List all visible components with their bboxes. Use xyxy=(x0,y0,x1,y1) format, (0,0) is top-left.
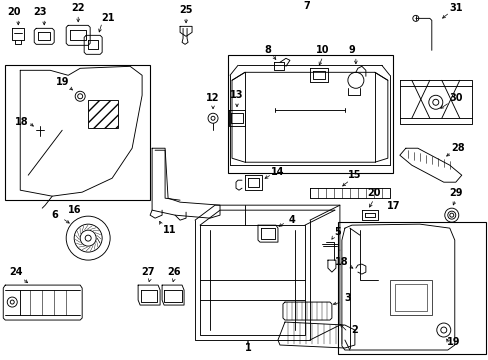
Bar xyxy=(394,284,426,311)
Bar xyxy=(88,100,118,128)
Text: 16: 16 xyxy=(68,205,82,215)
Text: 5: 5 xyxy=(334,227,341,237)
Text: 21: 21 xyxy=(101,13,115,23)
Text: 17: 17 xyxy=(386,201,400,211)
Text: 29: 29 xyxy=(448,188,462,198)
Text: 24: 24 xyxy=(9,267,23,277)
Text: 22: 22 xyxy=(71,3,85,13)
Text: 11: 11 xyxy=(163,225,177,235)
Text: 13: 13 xyxy=(230,90,243,100)
Text: 14: 14 xyxy=(271,167,284,177)
Text: 20: 20 xyxy=(366,188,380,198)
Text: 28: 28 xyxy=(450,143,464,153)
Bar xyxy=(389,280,431,315)
Text: 2: 2 xyxy=(351,325,358,335)
Text: 31: 31 xyxy=(448,3,462,13)
Text: 8: 8 xyxy=(264,45,271,55)
Text: 18: 18 xyxy=(16,117,29,127)
Text: 10: 10 xyxy=(316,45,329,55)
Text: 3: 3 xyxy=(344,293,350,303)
Text: 30: 30 xyxy=(448,93,462,103)
Bar xyxy=(337,222,485,354)
Text: 7: 7 xyxy=(303,1,310,12)
Text: 25: 25 xyxy=(179,5,192,15)
Bar xyxy=(227,55,392,173)
Text: 27: 27 xyxy=(141,267,155,277)
Text: 15: 15 xyxy=(347,170,361,180)
Text: 4: 4 xyxy=(288,215,295,225)
Text: 18: 18 xyxy=(334,257,348,267)
Text: 26: 26 xyxy=(167,267,181,277)
Bar xyxy=(5,65,150,200)
Text: 23: 23 xyxy=(33,7,47,17)
Text: 1: 1 xyxy=(244,343,251,353)
Text: 9: 9 xyxy=(348,45,355,55)
Text: 19: 19 xyxy=(55,77,69,87)
Text: 12: 12 xyxy=(206,93,219,103)
Text: 19: 19 xyxy=(446,337,460,347)
Text: 20: 20 xyxy=(7,7,21,17)
Text: 6: 6 xyxy=(52,210,59,220)
